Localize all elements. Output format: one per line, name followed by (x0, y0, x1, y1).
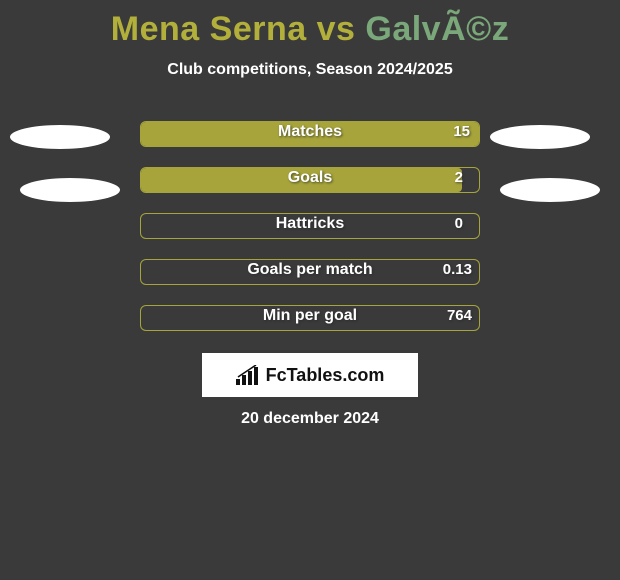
stat-row: Min per goal 764 (0, 305, 620, 351)
bar-track (140, 121, 480, 147)
ellipse-deco (490, 125, 590, 149)
vs-word: vs (307, 10, 366, 48)
stat-rows: Matches 15 Goals 2 Hattricks 0 Goals per… (0, 121, 620, 351)
bar-fill (141, 122, 479, 146)
page-title: Mena Serna vs GalvÃ©z (0, 0, 620, 49)
stat-row: Hattricks 0 (0, 213, 620, 259)
stat-row: Goals per match 0.13 (0, 259, 620, 305)
player2-name: GalvÃ©z (365, 10, 509, 48)
barchart-icon (236, 365, 260, 385)
bar-track (140, 167, 480, 193)
fctables-link[interactable]: FcTables.com (202, 353, 418, 397)
bar-fill (141, 168, 462, 192)
logo-text: FcTables.com (266, 365, 385, 386)
subtitle: Club competitions, Season 2024/2025 (0, 61, 620, 79)
ellipse-deco (20, 178, 120, 202)
ellipse-deco (10, 125, 110, 149)
player1-name: Mena Serna (111, 10, 307, 48)
bar-track (140, 259, 480, 285)
ellipse-deco (500, 178, 600, 202)
date-line: 20 december 2024 (0, 410, 620, 428)
comparison-card: Mena Serna vs GalvÃ©z Club competitions,… (0, 0, 620, 580)
bar-track (140, 305, 480, 331)
bar-track (140, 213, 480, 239)
